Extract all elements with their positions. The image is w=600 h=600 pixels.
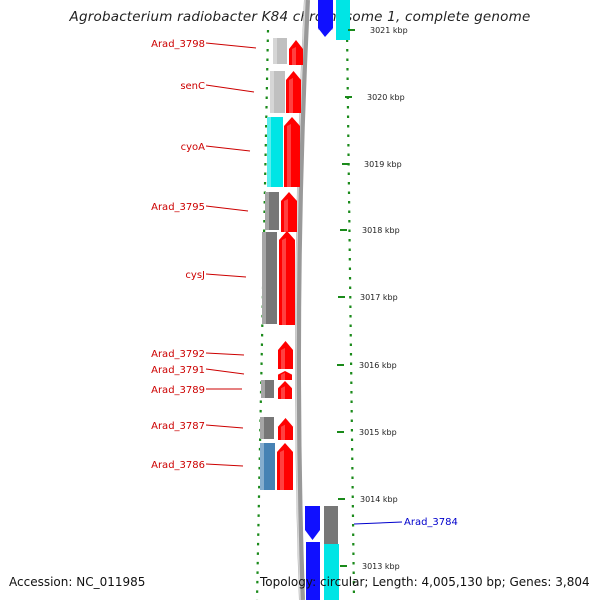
gene-block-senc [270,71,285,113]
kbp-tick-label: 3014 kbp [360,495,398,504]
gene-arrow-3-shine [287,124,291,187]
gene-block-arad-3798 [273,38,287,64]
gene-label-leader [205,205,249,212]
gene-label-left: Arad_3791 [151,365,205,376]
right-scale-line [345,29,356,600]
gene-label-leader [205,42,257,49]
gene-block-senc-shine [270,71,274,113]
backbone-highlight [295,0,306,600]
gene-blue-lower [306,542,320,600]
gene-block-grey-lower [324,506,338,544]
kbp-tick-label: 3021 kbp [370,26,408,35]
gene-arrow-arad-3792-shine [281,348,285,369]
gene-arrow-arad-3791-shine [281,372,285,380]
gene-label-leader [205,368,245,375]
gene-label-left: senC [180,81,205,92]
gene-block-arad-3787-shine [260,417,264,439]
kbp-tick-label: 3017 kbp [360,293,398,302]
kbp-tick-label: 3019 kbp [364,160,402,169]
gene-block-arad-3787 [260,417,274,439]
gene-block-cysj-shine [262,232,266,324]
gene-arrow-5 [279,231,295,325]
gene-block-cyoa [267,117,283,187]
gene-label-leader [205,352,245,356]
accession-text: Accession: NC_011985 [9,575,146,589]
gene-block-arad-3786 [260,443,275,490]
kbp-tick-label: 3015 kbp [359,428,397,437]
gene-top-blue-arrow [318,0,333,37]
gene-arrow-3 [284,117,300,187]
map-title: Agrobacterium radiobacter K84 chromosome… [69,9,531,25]
gene-label-left: cyoA [181,142,206,153]
kbp-tick-label: 3013 kbp [362,562,400,571]
gene-label-left: Arad_3792 [151,349,205,360]
gene-arrow-arad-3789 [278,381,292,399]
gene-block-cysj [262,232,277,324]
gene-arrow-4 [281,192,297,232]
gene-label-left: Arad_3789 [151,385,205,396]
gene-arrow-arad-3784 [305,506,320,540]
gene-arrow-arad-3787 [278,418,293,440]
kbp-tick-label: 3020 kbp [367,93,405,102]
gene-arrow-arad-3791 [278,371,292,380]
gene-arrow-1-shine [292,47,296,65]
gene-arrow-1 [289,40,303,65]
gene-top-cyan [336,0,350,40]
gene-label-left: Arad_3798 [151,39,205,50]
gene-block-arad-3795 [265,192,279,230]
gene-arrow-arad-3786 [277,443,293,490]
gene-label-left: Arad_3787 [151,421,205,432]
kbp-tick-label: 3018 kbp [362,226,400,235]
gene-label-right: Arad_3784 [404,517,458,528]
gene-arrow-arad-3787-shine [281,424,285,440]
gene-label-leader [205,145,251,152]
gene-label-leader [205,273,247,278]
gene-block-arad-3789 [261,380,274,398]
gene-arrow-2-shine [289,78,293,113]
gene-label-left: cysJ [185,270,205,281]
gene-arrow-2 [286,71,301,113]
gene-arrow-4-shine [284,199,288,232]
gene-block-arad-3789-shine [261,380,265,398]
kbp-tick-label: 3016 kbp [359,361,397,370]
backbone-line [295,0,310,600]
gene-arrow-5-shine [282,238,286,325]
gene-arrow-arad-3786-shine [280,450,284,490]
gene-block-arad-3798-shine [273,38,277,64]
gene-arrow-arad-3789-shine [281,386,285,399]
topology-text: Topology: circular; Length: 4,005,130 bp… [260,575,590,589]
gene-label-left: Arad_3795 [151,202,205,213]
gene-block-arad-3795-shine [265,192,269,230]
gene-block-cyan-lower [324,544,339,600]
gene-label-left: Arad_3786 [151,460,205,471]
gene-label-leader [205,424,244,429]
gene-block-cyoa-shine [267,117,271,187]
gene-label-leader-right [353,521,403,525]
gene-label-leader [205,84,255,93]
gene-block-arad-3786-shine [260,443,264,490]
gene-label-leader [205,463,244,467]
gene-arrow-arad-3792 [278,341,293,369]
